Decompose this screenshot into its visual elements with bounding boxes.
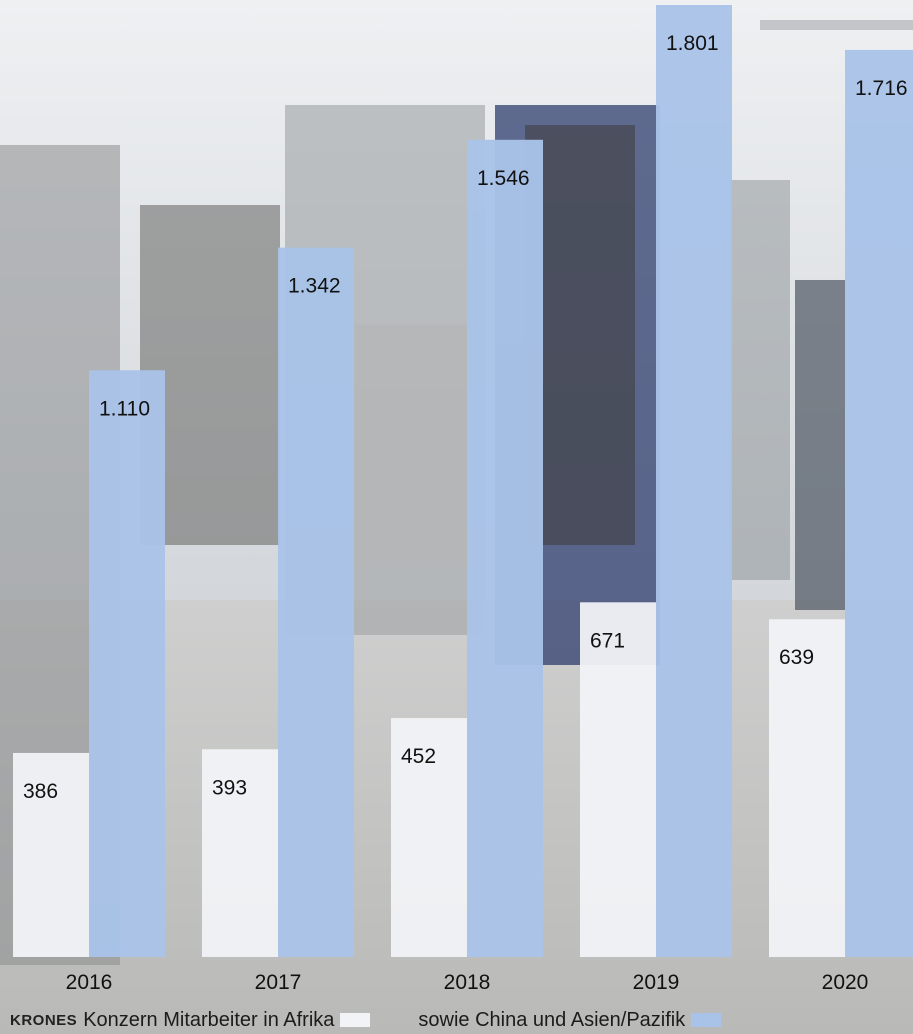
year-label-2019: 2019 — [633, 971, 680, 994]
year-label-2016: 2016 — [66, 971, 113, 994]
legend-swatch-afrika — [340, 1013, 371, 1027]
bar-afrika-2019 — [580, 602, 656, 957]
data-label-afrika-2018: 452 — [401, 745, 436, 768]
bar-afrika-2016 — [13, 752, 89, 957]
legend-label-afrika: Konzern Mitarbeiter in Afrika — [83, 1008, 335, 1031]
year-label-2018: 2018 — [444, 971, 491, 994]
year-label-2017: 2017 — [255, 971, 302, 994]
legend-label-asien: sowie China und Asien/Pazifik — [418, 1008, 686, 1031]
data-label-asien-2020: 1.716 — [855, 77, 908, 100]
data-label-asien-2017: 1.342 — [288, 275, 341, 298]
legend-swatch-asien — [691, 1013, 722, 1027]
data-label-afrika-2017: 393 — [212, 776, 247, 799]
bar-asien-2020 — [845, 49, 913, 957]
bar-afrika-2020 — [769, 619, 845, 957]
bar-asien-2018 — [467, 139, 543, 958]
data-label-afrika-2019: 671 — [590, 629, 625, 652]
chart-legend: KRONES Konzern Mitarbeiter in Afrika sow… — [10, 1008, 722, 1032]
bar-asien-2019 — [656, 5, 732, 957]
data-label-afrika-2020: 639 — [779, 646, 814, 669]
data-label-afrika-2016: 386 — [23, 780, 58, 803]
data-label-asien-2019: 1.801 — [666, 32, 719, 55]
data-label-asien-2018: 1.546 — [477, 167, 530, 190]
bar-afrika-2018 — [391, 718, 467, 957]
bar-asien-2016 — [89, 370, 165, 958]
bar-asien-2017 — [278, 247, 354, 957]
legend-brand: KRONES — [10, 1011, 78, 1029]
data-label-asien-2016: 1.110 — [99, 397, 150, 420]
bar-afrika-2017 — [202, 749, 278, 957]
year-label-2020: 2020 — [822, 971, 869, 994]
